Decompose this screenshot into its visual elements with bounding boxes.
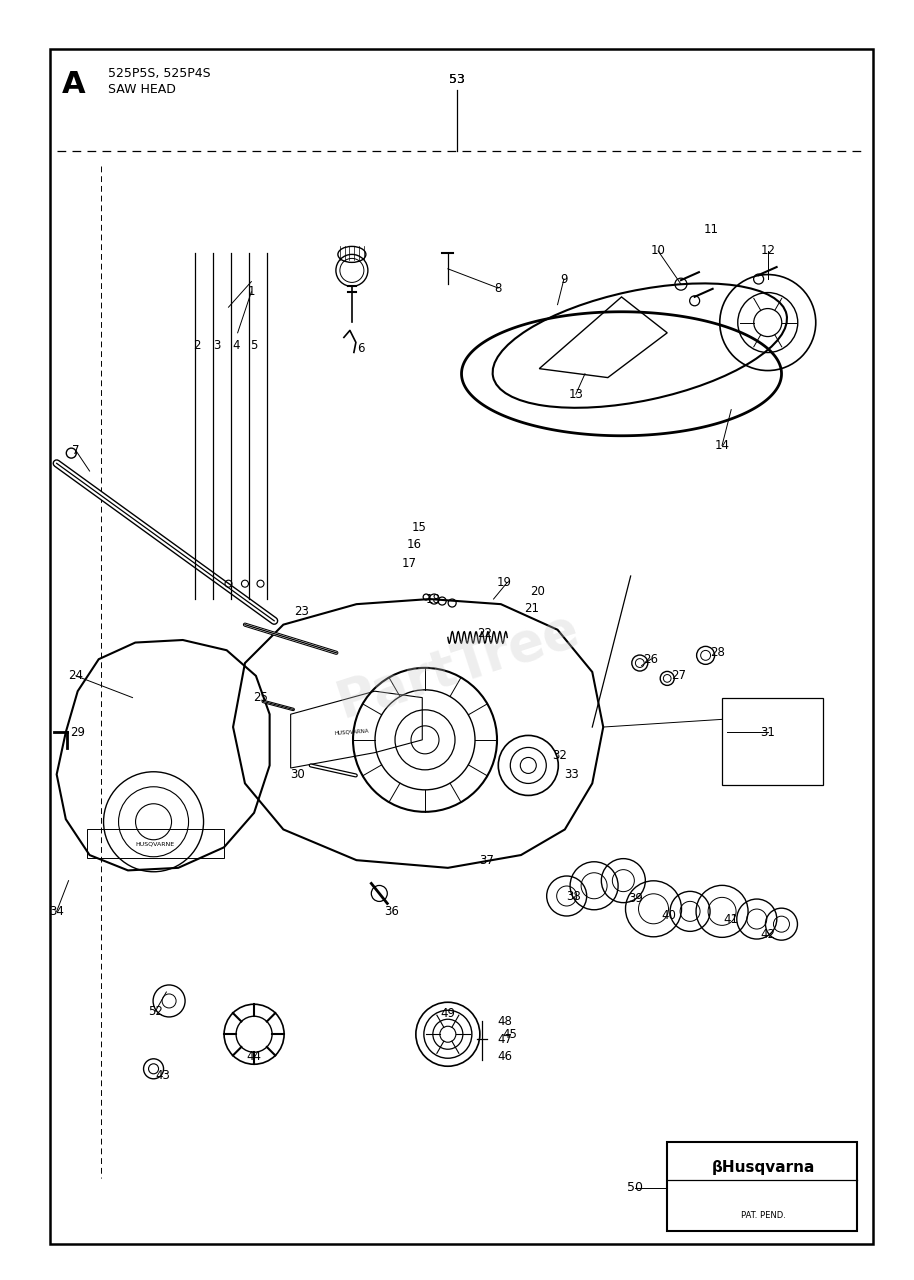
Text: 23: 23 <box>294 605 309 618</box>
Text: 30: 30 <box>290 768 304 781</box>
Text: 24: 24 <box>69 669 83 682</box>
Text: 6: 6 <box>357 342 365 355</box>
Text: 21: 21 <box>525 602 539 614</box>
Text: 32: 32 <box>552 749 567 762</box>
Text: 7: 7 <box>72 444 80 457</box>
Text: PAT. PEND.: PAT. PEND. <box>740 1211 786 1221</box>
Text: HUSQVARNE: HUSQVARNE <box>136 841 175 846</box>
Text: 18: 18 <box>426 593 441 605</box>
Text: 19: 19 <box>497 576 512 589</box>
Text: 50: 50 <box>627 1181 643 1194</box>
Text: 16: 16 <box>407 538 421 550</box>
Text: A: A <box>62 70 86 100</box>
Bar <box>667 1142 857 1231</box>
Text: 44: 44 <box>247 1050 261 1062</box>
Text: 4: 4 <box>232 339 239 352</box>
Text: 47: 47 <box>497 1033 512 1046</box>
Text: 3: 3 <box>213 339 220 352</box>
Text: 52: 52 <box>148 1005 163 1018</box>
Text: 29: 29 <box>70 726 85 739</box>
Text: 38: 38 <box>567 890 581 902</box>
Text: 46: 46 <box>497 1050 512 1062</box>
Text: 42: 42 <box>760 928 775 941</box>
Text: 40: 40 <box>662 909 676 922</box>
Text: 5: 5 <box>250 339 258 352</box>
Text: 22: 22 <box>477 627 492 640</box>
Text: 37: 37 <box>479 854 494 867</box>
Text: 33: 33 <box>564 768 579 781</box>
Text: 39: 39 <box>628 892 643 905</box>
Text: PartTree: PartTree <box>329 602 585 730</box>
Text: 11: 11 <box>704 223 718 236</box>
Text: 34: 34 <box>49 905 64 918</box>
Text: 14: 14 <box>715 439 729 452</box>
Text: SAW HEAD: SAW HEAD <box>108 83 175 96</box>
Text: 45: 45 <box>503 1028 517 1041</box>
Text: 525P5S, 525P4S: 525P5S, 525P4S <box>108 67 210 79</box>
Text: 53: 53 <box>449 73 465 86</box>
Text: 41: 41 <box>724 913 739 925</box>
Text: 53: 53 <box>449 73 465 86</box>
Text: 1: 1 <box>248 285 255 298</box>
Bar <box>722 698 823 785</box>
Text: 12: 12 <box>760 244 775 257</box>
Text: HUSQVARNA: HUSQVARNA <box>335 728 369 736</box>
Text: 9: 9 <box>560 273 568 285</box>
Text: 48: 48 <box>497 1015 512 1028</box>
Text: 2: 2 <box>193 339 200 352</box>
Text: 20: 20 <box>530 585 545 598</box>
Text: 49: 49 <box>441 1007 455 1020</box>
Text: 28: 28 <box>710 646 725 659</box>
Text: 13: 13 <box>569 388 583 401</box>
Text: 31: 31 <box>760 726 775 739</box>
Text: βHusqvarna: βHusqvarna <box>711 1160 815 1175</box>
Text: 43: 43 <box>155 1069 170 1082</box>
Text: 26: 26 <box>643 653 658 666</box>
Text: 25: 25 <box>253 691 268 704</box>
Text: 15: 15 <box>411 521 426 534</box>
Text: 36: 36 <box>384 905 399 918</box>
Text: 8: 8 <box>494 282 502 294</box>
Text: 17: 17 <box>402 557 417 570</box>
Text: 27: 27 <box>671 669 686 682</box>
Text: 10: 10 <box>651 244 665 257</box>
